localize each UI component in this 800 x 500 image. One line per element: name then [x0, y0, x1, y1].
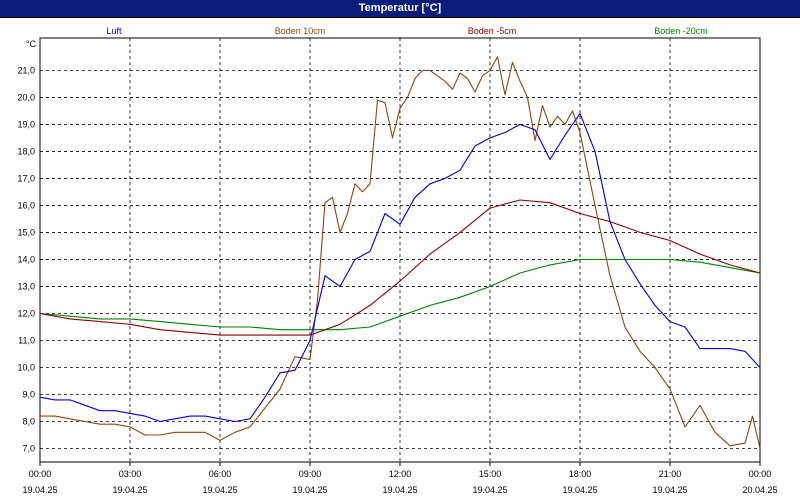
- x-tick-date-label: 19.04.25: [112, 485, 147, 495]
- x-tick-time-label: 15:00: [479, 469, 502, 479]
- legend-entry: Luft: [106, 26, 122, 36]
- y-tick-label: 20,0: [17, 92, 35, 102]
- y-axis-ticks: 7,0 8,0 9,0 10,0 11,0 12,0 13,0 14,0 15,0 16,0 17,…: [17, 65, 35, 453]
- y-tick-label: 16,0: [17, 200, 35, 210]
- chart-title: Temperatur [°C]: [358, 2, 442, 14]
- y-tick-label: 10,0: [17, 362, 35, 372]
- y-tick-label: 14,0: [17, 254, 35, 264]
- y-tick-label: 12,0: [17, 308, 35, 318]
- y-tick-label: 21,0: [17, 65, 35, 75]
- series-line-luft: [39, 113, 761, 423]
- x-tick-date-label: 19.04.25: [382, 485, 417, 495]
- legend: Luft Boden 10cm Boden -5cm Boden -20cm: [106, 26, 707, 36]
- x-tick-time-label: 12:00: [389, 469, 412, 479]
- x-tick-date-label: 19.04.25: [22, 485, 57, 495]
- series-line-boden-20cm: [39, 258, 761, 331]
- x-tick-time-label: 06:00: [209, 469, 232, 479]
- grid-lines: [40, 38, 760, 462]
- y-tick-label: 13,0: [17, 281, 35, 291]
- y-axis-unit-label: °C: [26, 39, 37, 49]
- x-tick-date-label: 20.04.25: [742, 485, 777, 495]
- x-tick-time-label: 09:00: [299, 469, 322, 479]
- series-line-boden-5cm: [39, 199, 761, 336]
- y-tick-label: 11,0: [18, 335, 35, 345]
- x-tick-date-label: 19.04.25: [562, 485, 597, 495]
- x-tick-date-label: 19.04.25: [472, 485, 507, 495]
- x-axis-ticks: 00:00 19.04.25 03:00 19.04.25 06:00 19.04.25 0…: [22, 462, 778, 495]
- x-tick-time-label: 21:00: [659, 469, 682, 479]
- x-tick-time-label: 18:00: [569, 469, 592, 479]
- legend-entry: Boden 10cm: [275, 26, 326, 36]
- series-line-boden-10cm: [40, 56, 761, 449]
- y-tick-label: 15,0: [17, 227, 35, 237]
- y-tick-label: 18,0: [17, 146, 35, 156]
- x-tick-time-label: 00:00: [29, 469, 52, 479]
- series-lines: [39, 56, 761, 449]
- y-tick-label: 7,0: [22, 443, 35, 453]
- legend-entry: Boden -5cm: [468, 26, 517, 36]
- x-tick-time-label: 03:00: [119, 469, 142, 479]
- x-tick-date-label: 19.04.25: [652, 485, 687, 495]
- y-tick-label: 19,0: [17, 119, 35, 129]
- y-tick-label: 17,0: [17, 173, 35, 183]
- legend-entry: Boden -20cm: [654, 26, 708, 36]
- y-tick-label: 9,0: [22, 389, 35, 399]
- x-tick-date-label: 19.04.25: [202, 485, 237, 495]
- x-tick-time-label: 00:00: [749, 469, 772, 479]
- window-title-bar: Temperatur [°C]: [0, 0, 800, 18]
- x-tick-date-label: 19.04.25: [292, 485, 327, 495]
- chart-background: [0, 17, 800, 500]
- y-tick-label: 8,0: [22, 416, 35, 426]
